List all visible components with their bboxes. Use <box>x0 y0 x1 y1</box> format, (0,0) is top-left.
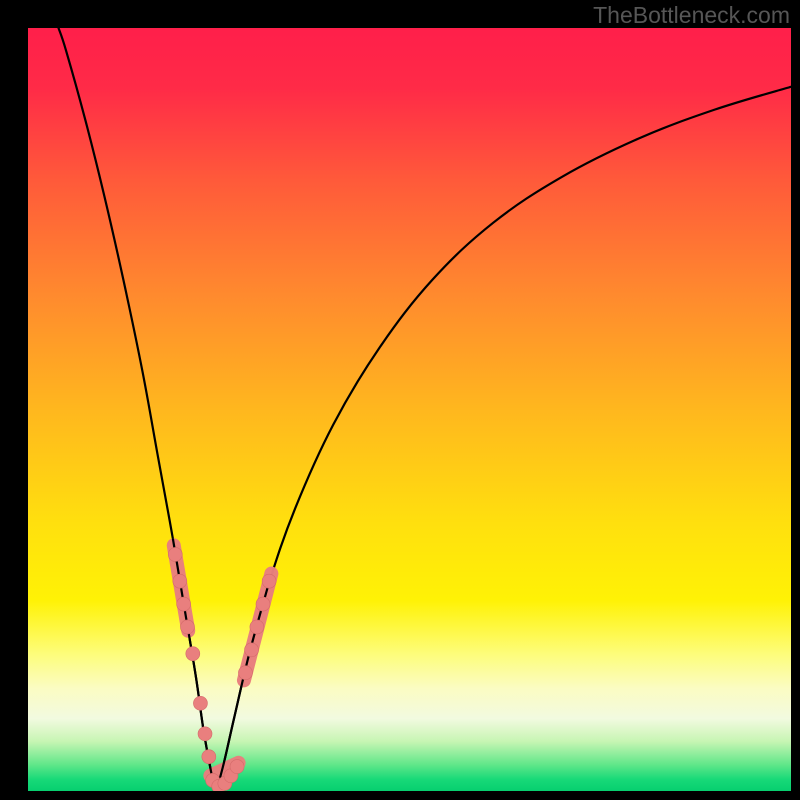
data-marker <box>256 597 270 611</box>
data-marker <box>180 620 194 634</box>
data-marker <box>262 574 276 588</box>
data-marker <box>238 666 252 680</box>
data-marker <box>202 750 216 764</box>
watermark-text: TheBottleneck.com <box>593 2 790 29</box>
chart-svg <box>28 28 791 791</box>
data-marker <box>177 597 191 611</box>
data-marker <box>193 696 207 710</box>
data-marker <box>250 620 264 634</box>
gradient-background <box>28 28 791 791</box>
data-marker <box>198 727 212 741</box>
plot-area <box>28 28 791 791</box>
data-marker <box>173 574 187 588</box>
data-marker <box>186 647 200 661</box>
data-marker <box>230 760 244 774</box>
data-marker <box>245 643 259 657</box>
data-marker <box>168 547 182 561</box>
chart-frame: TheBottleneck.com <box>0 0 800 800</box>
